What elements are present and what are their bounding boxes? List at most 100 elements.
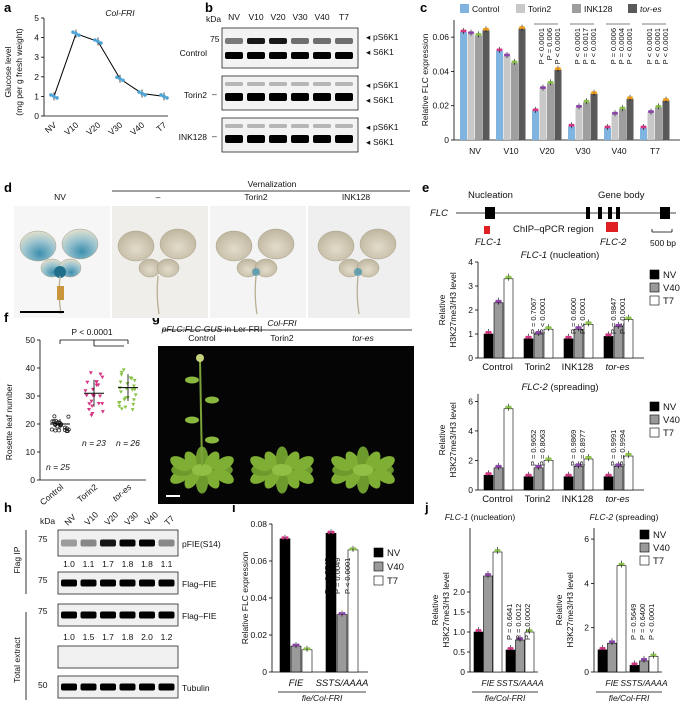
plant-leaf	[293, 456, 314, 472]
panel-c-pvalue: P = 0.0004	[617, 28, 626, 64]
blot-pfie	[57, 529, 179, 557]
panel-e-chart1-ytick-label: 2	[468, 305, 473, 315]
panel-e-chart2-point	[485, 472, 489, 476]
panel-j-chart2-bar	[607, 642, 617, 673]
panel-j-chart1-ylabel-2: H3K27me3/H3 level	[441, 572, 451, 648]
panel-j-chart1-ytick-label: 0	[460, 667, 465, 677]
panel-f-point	[98, 372, 103, 377]
panel-a-point	[121, 78, 125, 83]
panel-f-xtick-label: tor-es	[110, 481, 134, 503]
panel-i-ytick-label: 0.08	[250, 519, 267, 529]
band-ps6k1	[335, 82, 353, 86]
panel-f-point	[90, 411, 95, 416]
panel-c-point	[463, 29, 467, 33]
panel-c-pvalue: P < 0.0001	[653, 28, 662, 64]
panel-h-marker-3: 75	[38, 606, 48, 616]
panel-e-chart2-ylabel-1: Relative	[437, 424, 447, 455]
panel-i-genotype: fie/Col-FRI	[302, 693, 343, 703]
panel-b-marker-dash-2: –	[212, 131, 217, 141]
panel-e-chart2-ytick-label: 0	[468, 485, 473, 495]
panel-g-col-control: Control	[188, 333, 216, 343]
plant-leaf	[213, 456, 234, 472]
panel-c-bar	[647, 112, 655, 140]
panel-c-bar	[640, 128, 647, 140]
panel-e-chart2-pvalue: P = 0.9869	[569, 430, 578, 466]
panel-e-gene-body: Gene body	[598, 190, 645, 201]
panel-c-ytick-label: 0	[444, 135, 449, 145]
seedling-leaf	[19, 230, 57, 262]
panel-f-point	[85, 380, 90, 385]
panel-c-pvalue: P < 0.0001	[661, 28, 670, 64]
blot-flag-fie-total	[57, 603, 179, 627]
panel-label-a: a	[4, 0, 12, 15]
seedling-cotyledon	[254, 258, 278, 278]
panel-c-point	[507, 53, 510, 57]
panel-label-e: e	[422, 180, 429, 195]
panel-c-pvalue: P < 0.0001	[645, 28, 654, 64]
panel-e-chart2-ytick-label: 4	[468, 426, 473, 436]
panel-f-point	[131, 384, 136, 388]
panel-e-chart2-ytick-label: 6	[468, 396, 473, 406]
panel-j-chart1-xtick-label: FIE	[481, 678, 495, 688]
seedling-leaf	[359, 228, 397, 260]
panel-c-point	[547, 80, 551, 84]
band-s6k1	[225, 93, 243, 101]
panel-f-n-tores: n = 26	[116, 438, 140, 448]
panel-j-chart2-bar	[597, 649, 608, 673]
band-s6k1-control	[247, 52, 265, 59]
band-ps6k1	[335, 124, 353, 128]
panel-c-legend-label: INK128	[584, 4, 613, 14]
panel-c-xtick-label: NV	[469, 146, 481, 156]
band-s6k1	[335, 93, 353, 101]
panel-a-point	[77, 33, 81, 37]
panel-h-band-flagfie-2: Flag–FIE	[182, 611, 217, 621]
panel-a-point	[159, 93, 163, 97]
panel-e-chart2-point	[588, 455, 592, 460]
panel-e-chart1-ytick-label: 1	[468, 329, 473, 339]
panel-e-chart1-legend-label: T7	[663, 296, 674, 307]
panel-c-pvalue: P = 0.0017	[581, 28, 590, 64]
panel-e-chart2-pvalue: P = 0.9994	[618, 430, 627, 466]
panel-f-point	[63, 425, 68, 430]
panel-h-lane-label: T7	[162, 513, 176, 527]
panel-e-chart1-bar	[563, 338, 574, 359]
panel-c-legend-label: tor-es	[640, 4, 662, 14]
panel-f-ylabel: Rosette leaf number	[4, 384, 14, 461]
panel-d-col-torin2: Torin2	[244, 192, 267, 202]
panel-b-row-ink128: INK128	[179, 132, 208, 142]
panel-e-chart2-bar	[493, 467, 504, 491]
panel-f-point	[83, 389, 88, 393]
panel-e-chart2-pvalue: P = 0.8063	[538, 430, 547, 466]
panel-e-chart2-point	[605, 473, 609, 477]
exon-6	[660, 207, 670, 219]
panel-i-legend-label: NV	[387, 548, 401, 559]
panel-e-chart1-pvalue: P = 0.6000	[569, 298, 578, 334]
panel-f-point	[87, 408, 92, 412]
panel-j-legend-swatch	[639, 542, 650, 553]
panel-h-band	[139, 611, 155, 619]
panel-c-bar	[539, 88, 547, 140]
panel-e-nucleation: Nucleation	[468, 190, 513, 201]
blot-control	[221, 27, 359, 69]
panel-c-legend-swatch	[572, 4, 581, 13]
panel-b-kda: kDa	[206, 14, 221, 24]
panel-c-point	[555, 67, 558, 71]
panel-j-chart1-bar	[473, 631, 484, 673]
panel-e-chart2-point	[568, 473, 572, 477]
panel-e-chart1-ytick-label: 3	[468, 281, 473, 291]
panel-i-ytick-label: 0.02	[250, 630, 267, 640]
panel-g-col-torin2: Torin2	[270, 333, 293, 343]
panel-a-ylabel-2: (mg per g fresh weight)	[14, 28, 24, 116]
panel-c-point	[579, 104, 582, 108]
panel-j-chart2-point	[653, 653, 657, 657]
panel-b-label-ps6k1: pS6K1	[373, 32, 399, 42]
panel-a-point	[96, 39, 100, 44]
panel-e-chart1-ytick-label: 0	[468, 353, 473, 363]
panel-c-bar	[532, 110, 539, 140]
panel-j-chart1-point	[475, 629, 479, 632]
band-ps6k1	[291, 124, 309, 128]
panel-b-lane-label: V40	[314, 12, 329, 22]
panel-e-chart2-point	[565, 473, 569, 477]
panel-b-marker-75: 75	[210, 34, 220, 44]
panel-c-bar	[482, 30, 490, 141]
